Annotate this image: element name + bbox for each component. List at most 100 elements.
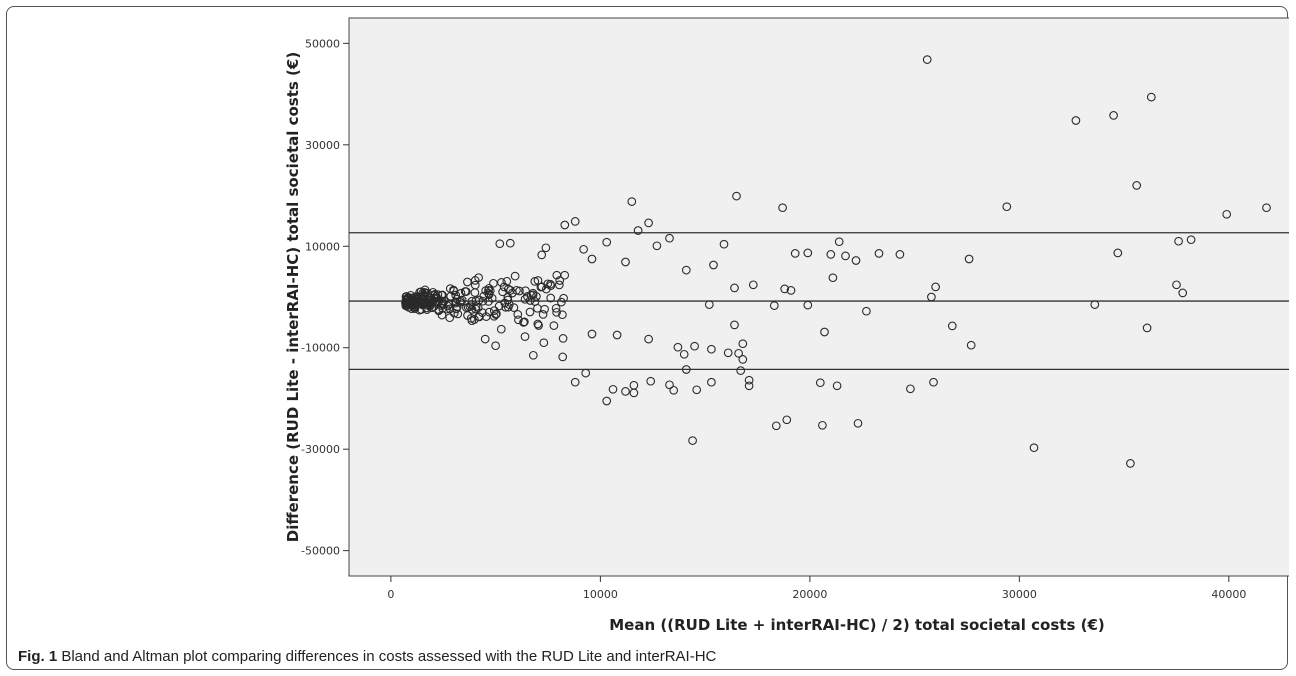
data-point <box>704 300 714 309</box>
data-point <box>826 250 836 259</box>
data-point <box>665 233 674 243</box>
data-point <box>602 237 612 247</box>
data-point <box>407 294 417 303</box>
data-point <box>1132 181 1142 190</box>
data-point <box>1178 288 1188 298</box>
data-point <box>966 340 976 350</box>
data-point <box>679 349 689 359</box>
x-tick-label: 0 <box>387 588 394 601</box>
data-point <box>484 297 493 306</box>
data-point <box>491 341 500 351</box>
data-point <box>927 292 936 302</box>
data-point <box>862 306 871 316</box>
data-point <box>453 309 463 319</box>
data-point <box>444 299 454 309</box>
data-point <box>534 321 543 330</box>
data-point <box>530 277 540 286</box>
data-point <box>608 384 618 394</box>
data-point <box>410 301 419 311</box>
data-point <box>503 302 513 312</box>
data-point <box>790 249 800 258</box>
data-point <box>665 380 674 390</box>
data-point <box>692 385 702 395</box>
data-point <box>525 296 535 305</box>
y-tick-label: -50000 <box>301 545 340 558</box>
data-point <box>730 283 739 293</box>
data-point <box>528 288 538 298</box>
data-point <box>546 281 556 291</box>
data-point <box>402 298 412 308</box>
data-point <box>539 338 549 348</box>
y-tick-label: 50000 <box>305 37 340 50</box>
data-point <box>570 377 580 387</box>
data-point <box>738 355 748 364</box>
data-point <box>646 376 656 386</box>
data-point <box>462 303 471 313</box>
data-point <box>627 197 637 206</box>
x-axis-label: Mean ((RUD Lite + interRAI-HC) / 2) tota… <box>609 616 1105 634</box>
data-point <box>1222 209 1232 219</box>
data-point <box>418 289 427 298</box>
data-point <box>707 344 716 354</box>
data-point <box>558 334 568 343</box>
data-point <box>509 303 519 312</box>
data-point <box>612 330 622 340</box>
y-tick-label: 30000 <box>305 139 340 152</box>
data-point <box>736 366 746 375</box>
data-point <box>929 377 938 387</box>
data-point <box>519 318 528 327</box>
data-point <box>485 286 495 296</box>
figure-frame: + 1.96 SD€ 12663- 1.96 SD€ -14271 0 10000… <box>6 6 1289 670</box>
data-point <box>467 316 477 326</box>
data-point <box>633 226 643 235</box>
data-point <box>480 334 490 344</box>
data-point <box>644 334 653 344</box>
data-point <box>489 311 499 321</box>
data-point <box>552 307 561 317</box>
data-point <box>621 387 630 396</box>
data-point <box>558 352 568 362</box>
data-point <box>470 280 480 290</box>
data-point <box>681 265 691 275</box>
data-point <box>734 348 743 358</box>
data-point <box>560 270 570 280</box>
data-point <box>460 287 470 296</box>
data-point <box>707 377 716 387</box>
x-tick-label: 30000 <box>1002 588 1037 601</box>
data-point <box>769 301 779 310</box>
data-point <box>621 257 630 267</box>
data-points <box>401 55 1271 468</box>
data-point <box>474 312 484 321</box>
data-point <box>581 368 591 378</box>
data-point <box>570 217 580 226</box>
data-point <box>1146 92 1156 102</box>
data-point <box>514 315 523 325</box>
data-point <box>445 284 455 293</box>
data-point <box>818 420 827 430</box>
data-point <box>803 248 813 258</box>
data-point <box>538 310 548 319</box>
data-point <box>1126 459 1135 468</box>
data-point <box>404 293 413 303</box>
data-point <box>748 280 758 290</box>
data-point <box>709 260 718 270</box>
data-point <box>1002 202 1012 212</box>
data-point <box>445 313 455 323</box>
x-tick-label: 10000 <box>583 588 618 601</box>
data-point <box>510 271 520 281</box>
data-point <box>452 294 462 304</box>
data-point <box>520 294 530 304</box>
data-point <box>455 297 465 307</box>
data-point <box>1174 236 1183 246</box>
data-point <box>503 293 513 302</box>
data-point <box>744 375 754 385</box>
data-point <box>489 278 498 288</box>
data-point <box>401 295 411 304</box>
data-point <box>489 306 499 315</box>
data-point <box>466 300 476 309</box>
data-point <box>778 203 787 213</box>
y-tick-label: -10000 <box>301 342 340 355</box>
data-point <box>815 378 825 388</box>
data-point <box>457 295 467 305</box>
data-point <box>505 238 515 248</box>
